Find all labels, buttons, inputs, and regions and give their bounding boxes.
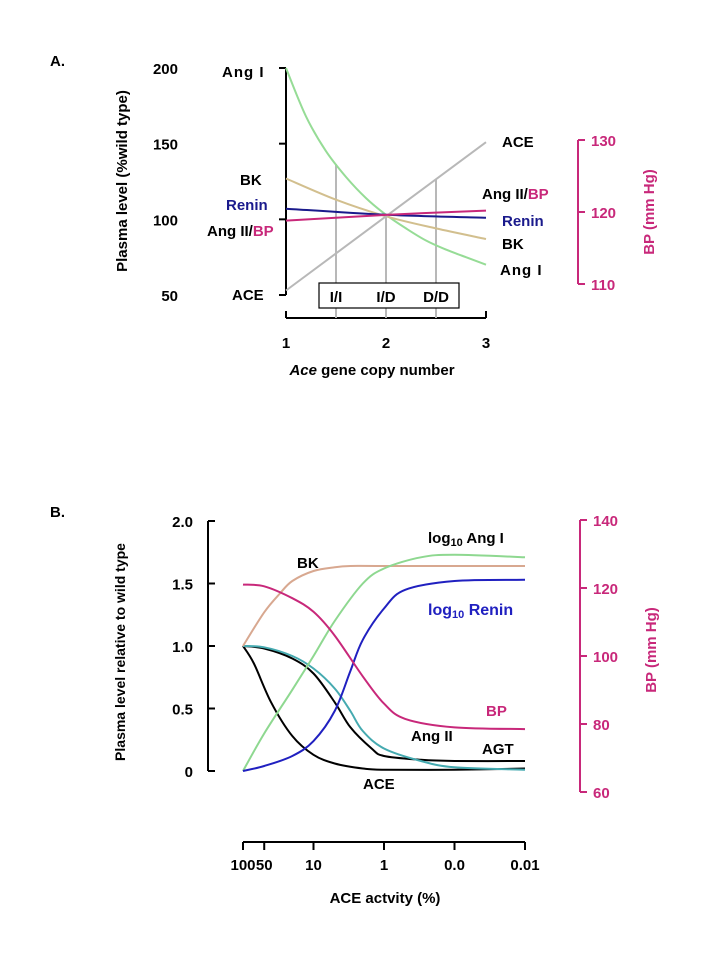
panel-b-y-tick-label: 1.0	[172, 639, 193, 656]
panel-b-series-agt	[242, 645, 526, 763]
label-b-agt: AGT	[482, 741, 514, 758]
panel-a-y2-tick-label: 120	[591, 205, 616, 222]
panel-a-y2-tick-label: 110	[591, 277, 615, 294]
panel-b-y-tick-label: 1.5	[172, 577, 193, 594]
panel-b-x-tick-label: 0.01	[510, 857, 539, 874]
panel-a-y-tick-label: 200	[153, 61, 178, 78]
label-b-log-renin: log10 Renin	[428, 602, 513, 621]
panel-b-y-ticks: 0 0.5 1.0 1.5 2.0	[172, 514, 215, 781]
panel-a-y2-axis-title: BP (mm Hg)	[641, 169, 658, 255]
panel-b-x-tick-label: 50	[256, 857, 273, 874]
genotype-label: D/D	[423, 289, 449, 306]
label-a-left-ace: ACE	[232, 287, 264, 304]
panel-b-x-tick-label: 0.0	[444, 857, 465, 874]
panel-b-x-ticks: 100 50 10 1 0.0 0.01	[230, 842, 540, 874]
label-a-right-bk: BK	[502, 236, 524, 253]
label-a-right-ace: ACE	[502, 134, 534, 151]
panel-b-series-angII	[242, 645, 526, 771]
panel-b-series	[242, 553, 526, 772]
panel-a-x-tick-label: 2	[382, 335, 390, 352]
panel-b-y2-tick-label: 80	[593, 717, 610, 734]
label-a-right-renin: Renin	[502, 213, 544, 230]
panel-a-y-tick-label: 150	[153, 137, 178, 154]
label-b-bk: BK	[297, 555, 319, 572]
genotype-box	[318, 282, 460, 309]
panel-b-x-axis-title: ACE actvity (%)	[330, 890, 441, 907]
label-a-left-bk: BK	[240, 172, 262, 189]
panel-b-y-tick-label: 2.0	[172, 514, 193, 531]
panel-a-series-ace	[285, 141, 487, 292]
label-a-right-angii-bp: Ang II/BP	[482, 186, 549, 203]
panel-b-series-angI	[242, 553, 526, 772]
panel-b-label: B.	[50, 504, 65, 521]
panel-a-series-bp	[285, 209, 487, 222]
panel-b-x-tick-label: 10	[305, 857, 322, 874]
label-b-ang-ii: Ang II	[411, 728, 453, 745]
panel-b-y2-tick-label: 140	[593, 513, 618, 530]
panel-b-x-tick-label: 100	[230, 857, 255, 874]
panel-b-y2-ticks: 60 80 100 120 140	[580, 513, 618, 802]
panel-a-chart: A. 50 100 150 200 110 120 130 1 2 3 I/I I/D D/D A…	[50, 53, 658, 379]
label-b-ace: ACE	[363, 776, 395, 793]
label-b-bp: BP	[486, 703, 507, 720]
panel-b-series-renin	[242, 578, 526, 772]
panel-b-y2-tick-label: 120	[593, 581, 618, 598]
genotype-label: I/D	[376, 289, 395, 306]
label-a-left-renin: Renin	[226, 197, 268, 214]
panel-a-x-tick-label: 1	[282, 335, 290, 352]
panel-b-y2-axis-title: BP (mm Hg)	[643, 607, 660, 693]
panel-b-y-axis-title: Plasma level relative to wild type	[112, 543, 128, 761]
panel-a-y2-ticks: 110 120 130	[578, 133, 616, 294]
panel-b-y-tick-label: 0	[185, 764, 193, 781]
panel-b-series-ace	[242, 645, 526, 771]
panel-a-series	[285, 67, 487, 292]
panel-b-series-bp	[242, 583, 526, 731]
panel-b-series-bk	[242, 564, 525, 647]
panel-a-y-ticks: 50 100 150 200	[153, 61, 286, 305]
panel-b-y2-tick-label: 100	[593, 649, 618, 666]
panel-a-genotype-labels: I/I I/D D/D	[330, 289, 449, 306]
panel-b-y-tick-label: 0.5	[172, 702, 193, 719]
genotype-label: I/I	[330, 289, 343, 306]
label-a-right-ang-i: Ang I	[500, 262, 543, 279]
label-a-left-ang-i: Ang I	[222, 64, 265, 81]
panel-a-y-tick-label: 50	[161, 288, 178, 305]
panel-a-y2-tick-label: 130	[591, 133, 616, 150]
panel-a-label: A.	[50, 53, 65, 70]
label-a-left-angii-bp: Ang II/BP	[207, 223, 274, 240]
panel-a-y-tick-label: 100	[153, 212, 178, 229]
panel-a-y-axis-title: Plasma level (%wild type)	[114, 90, 131, 272]
panel-b-x-tick-label: 1	[380, 857, 388, 874]
label-b-log-ang-i: log10 Ang I	[428, 530, 504, 549]
panel-a-x-tick-label: 3	[482, 335, 490, 352]
panel-b-y2-tick-label: 60	[593, 785, 610, 802]
panel-a-x-axis-title: Ace gene copy number	[288, 362, 454, 379]
